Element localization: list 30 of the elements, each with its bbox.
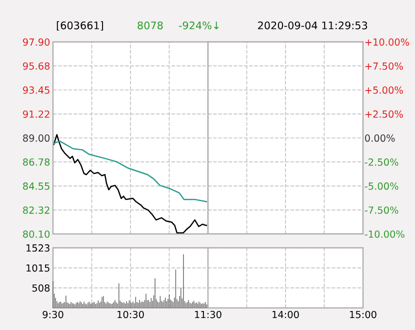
text: -2.50% — [364, 158, 398, 166]
x-tick-label: 15:00 — [350, 310, 376, 318]
y-tick-label: 82.32 — [23, 206, 50, 214]
text: +10.00% — [365, 38, 410, 46]
x-tick-label: 14:00 — [272, 310, 299, 318]
text: 2020-09-04 11:29:53 — [258, 21, 368, 30]
x-tick-label: 11:30 — [195, 310, 222, 318]
text: +2.50% — [365, 110, 403, 118]
text: +7.50% — [365, 62, 403, 70]
y-tick-label: 1015 — [26, 264, 50, 272]
text: -5.00% — [364, 182, 398, 190]
text: 8078 — [138, 21, 163, 30]
text: +5.00% — [365, 86, 403, 94]
y-tick-label: 89.00 — [23, 134, 50, 142]
y-tick-label: 86.78 — [23, 158, 50, 166]
y-tick-label: 508 — [32, 284, 50, 292]
text: -10.00% — [364, 230, 404, 238]
y-tick-label: 97.90 — [23, 38, 50, 46]
y-tick-label: 1523 — [26, 244, 50, 252]
y-tick-label: 93.45 — [23, 86, 50, 94]
y-tick-label: 91.22 — [23, 110, 50, 118]
x-tick-label: 10:30 — [118, 310, 144, 318]
y-tick-label: 80.10 — [23, 230, 50, 238]
x-tick-label: 9:30 — [42, 310, 64, 318]
y-tick-label: 84.55 — [23, 182, 50, 190]
y-tick-label: 95.68 — [23, 62, 50, 70]
text: -7.50% — [364, 206, 398, 214]
text: -924%↓ — [178, 21, 219, 30]
chart-title: [603661] — [56, 21, 104, 31]
text: 0.00% — [365, 134, 395, 142]
